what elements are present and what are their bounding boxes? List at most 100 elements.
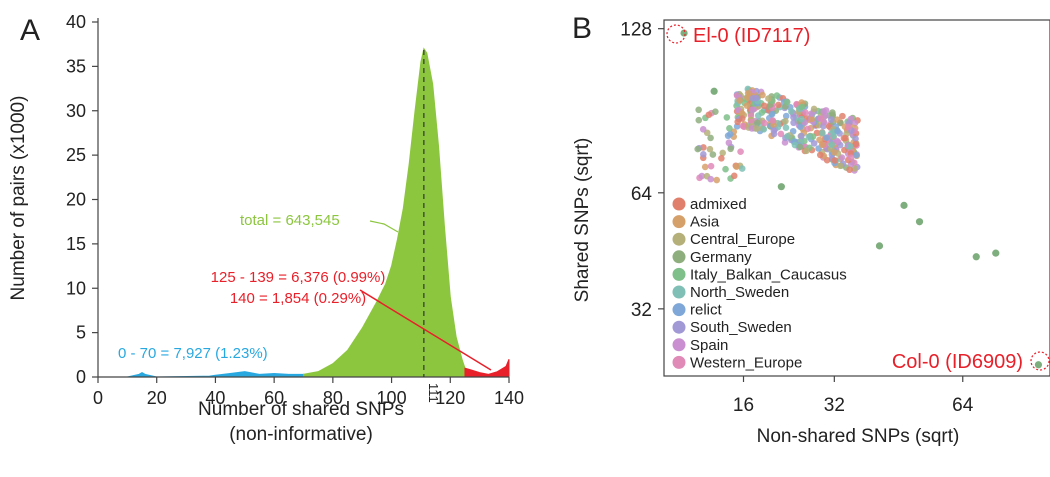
scatter-point (852, 135, 859, 143)
legend-swatch (672, 320, 686, 334)
y-tick-label: 30 (66, 101, 86, 121)
scatter-point (845, 123, 852, 131)
scatter-point (834, 127, 841, 135)
legend-swatch (672, 338, 686, 352)
scatter-point (770, 130, 778, 138)
area-series-125-139 (464, 365, 507, 378)
y-tick-label: 5 (76, 323, 86, 343)
panel-b: B Shared SNPs (sqrt) 32 64 128 16 32 64 admix… (572, 12, 1050, 447)
scatter-point (725, 139, 733, 147)
b-x-tick-label: 64 (952, 395, 974, 416)
b-x-tick-label: 16 (733, 395, 754, 416)
scatter-point (765, 95, 772, 102)
scatter-point (847, 154, 855, 161)
x-tick-label: 120 (435, 388, 465, 408)
scatter-point (738, 165, 746, 172)
scatter-point (760, 126, 768, 133)
legend-swatch (672, 355, 686, 369)
panel-b-label: B (572, 12, 592, 45)
scatter-point (839, 112, 846, 120)
x-tick-label: 60 (264, 388, 284, 408)
y-tick-label: 40 (66, 12, 86, 32)
scatter-point (698, 172, 706, 180)
scatter-point (817, 115, 825, 122)
scatter-point (712, 108, 719, 115)
scatter-point (830, 132, 837, 140)
panel-a-y-ticks: 0 5 10 15 20 25 30 35 40 (66, 12, 98, 387)
scatter-outlier (915, 218, 924, 226)
scatter-outlier (680, 29, 688, 37)
scatter-point (738, 110, 746, 117)
callout-col0: Col-0 (ID6909) (892, 351, 1023, 373)
legend-swatch (672, 285, 686, 299)
annotation-total: total = 643,545 (240, 212, 340, 229)
annotation-red-range: 125 - 139 = 6,376 (0.99%) (211, 269, 386, 286)
scatter-point (706, 145, 714, 153)
scatter-point (790, 119, 797, 127)
scatter-point (723, 114, 731, 121)
legend-label: Central_Europe (690, 231, 795, 248)
legend-label: Spain (690, 337, 728, 354)
scatter-outlier (777, 183, 785, 191)
scatter-point (707, 175, 715, 183)
scatter-point (788, 108, 795, 115)
scatter-point (695, 116, 703, 124)
scatter-point (768, 110, 776, 118)
scatter-point (759, 91, 766, 99)
scatter-point (791, 141, 799, 149)
legend-swatch (672, 250, 686, 264)
x-tick-label: 0 (93, 388, 103, 408)
scatter-point (828, 141, 836, 148)
scatter-point (797, 123, 804, 131)
x-tick-label: 100 (377, 388, 407, 408)
scatter-point (802, 109, 809, 116)
panel-a-label: A (20, 14, 40, 47)
scatter-point (833, 137, 841, 145)
scatter-point (753, 119, 761, 126)
scatter-point (818, 141, 826, 149)
y-tick-label: 25 (66, 145, 86, 165)
scatter-point (808, 115, 816, 123)
scatter-point (699, 126, 707, 133)
scatter-point (701, 163, 709, 171)
scatter-point (743, 102, 751, 109)
scatter-outlier (992, 249, 1000, 257)
scatter-point (775, 101, 782, 109)
legend-label: Germany (690, 249, 752, 266)
callout-el0: El-0 (ID7117) (693, 25, 810, 47)
scatter-point (713, 176, 721, 184)
scatter-outlier (972, 253, 980, 261)
y-tick-label: 20 (66, 190, 86, 210)
annotation-red-140: 140 = 1,854 (0.29%) (230, 290, 366, 307)
scatter-point (700, 151, 707, 158)
panel-b-points (680, 29, 1043, 369)
scatter-point (783, 98, 791, 106)
legend-swatch (672, 215, 686, 229)
scatter-point (798, 103, 806, 111)
panel-b-xlabel: Non-shared SNPs (sqrt) (757, 426, 960, 447)
scatter-point (796, 143, 804, 151)
area-series-0-70 (98, 371, 304, 378)
callout-ring-top (666, 24, 686, 44)
scatter-point (737, 148, 744, 155)
scatter-point (705, 111, 713, 119)
b-y-tick-label: 32 (631, 300, 652, 321)
y-tick-label: 0 (76, 367, 86, 387)
x-tick-label: 20 (147, 388, 167, 408)
legend-label: Italy_Balkan_Caucasus (690, 266, 847, 283)
legend-swatch (672, 267, 686, 281)
scatter-point (718, 154, 725, 162)
b-y-tick-label: 64 (631, 184, 653, 205)
scatter-outlier (875, 242, 884, 250)
annotation-total-leader (369, 220, 399, 233)
scatter-point (798, 132, 805, 140)
panel-b-plot-frame (663, 19, 1050, 377)
scatter-point (777, 130, 785, 138)
panel-a-xlabel-line2: (non-informative) (229, 424, 373, 445)
legend-label: Western_Europe (690, 354, 802, 371)
legend-swatch (672, 232, 686, 246)
legend-label: admixed (690, 196, 747, 213)
legend-label: Asia (690, 214, 720, 231)
scatter-point (695, 106, 702, 114)
